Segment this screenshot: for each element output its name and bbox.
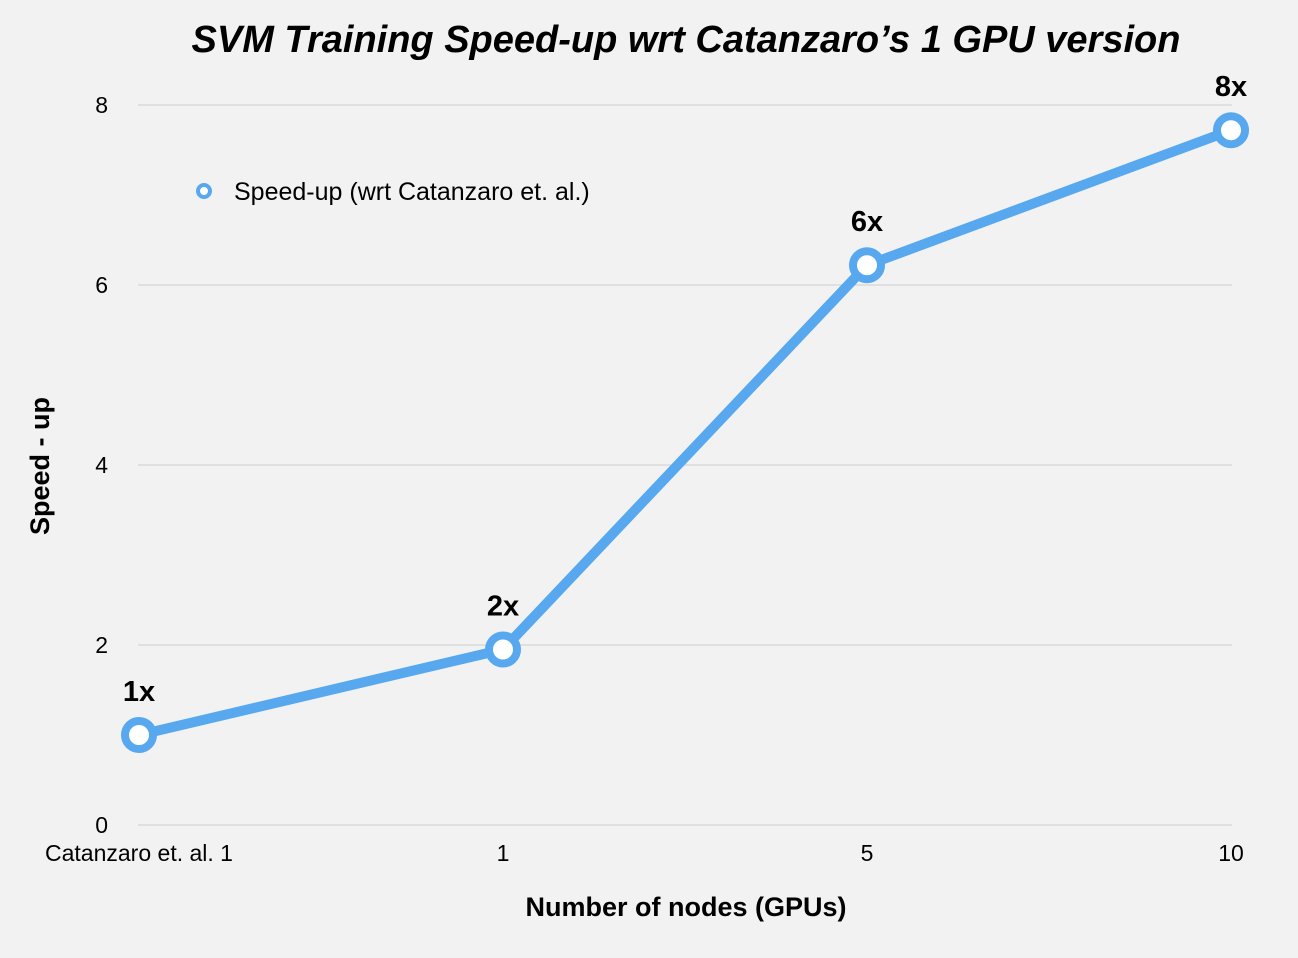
x-tick-label: 10 [1218,840,1244,866]
legend: Speed-up (wrt Catanzaro et. al.) [196,178,590,206]
data-point [121,717,157,753]
y-tick-label: 2 [95,632,108,658]
data-label: 1x [123,676,155,708]
y-tick-label: 8 [95,92,108,118]
data-label: 2x [487,591,519,623]
y-tick-label: 4 [95,452,108,478]
legend-marker [196,183,212,199]
y-axis-label: Speed - up [25,397,55,535]
data-point [1213,112,1249,149]
data-point [485,631,521,668]
legend-label: Speed-up (wrt Catanzaro et. al.) [234,178,590,206]
chart-title: SVM Training Speed-up wrt Catanzaro’s 1 … [192,19,1181,61]
x-axis-label: Number of nodes (GPUs) [525,892,846,922]
y-tick-label: 0 [95,812,108,838]
gridlines [138,104,1232,826]
data-label: 6x [851,206,883,238]
x-tick-label: 1 [497,840,510,866]
x-tick-label: 5 [861,840,874,866]
series-line [134,125,1236,740]
y-tick-label: 6 [95,272,108,298]
legend-marker-icon [196,183,212,199]
data-point [849,247,885,284]
x-tick-label: Catanzaro et. al. 1 [45,840,233,866]
x-axis-ticks: Catanzaro et. al. 1 1 5 10 [45,840,1244,866]
y-axis-ticks: 0 2 4 6 8 [95,92,108,838]
data-label: 8x [1215,71,1247,103]
series-layer: 1x 2x 6x 8x [121,71,1249,753]
